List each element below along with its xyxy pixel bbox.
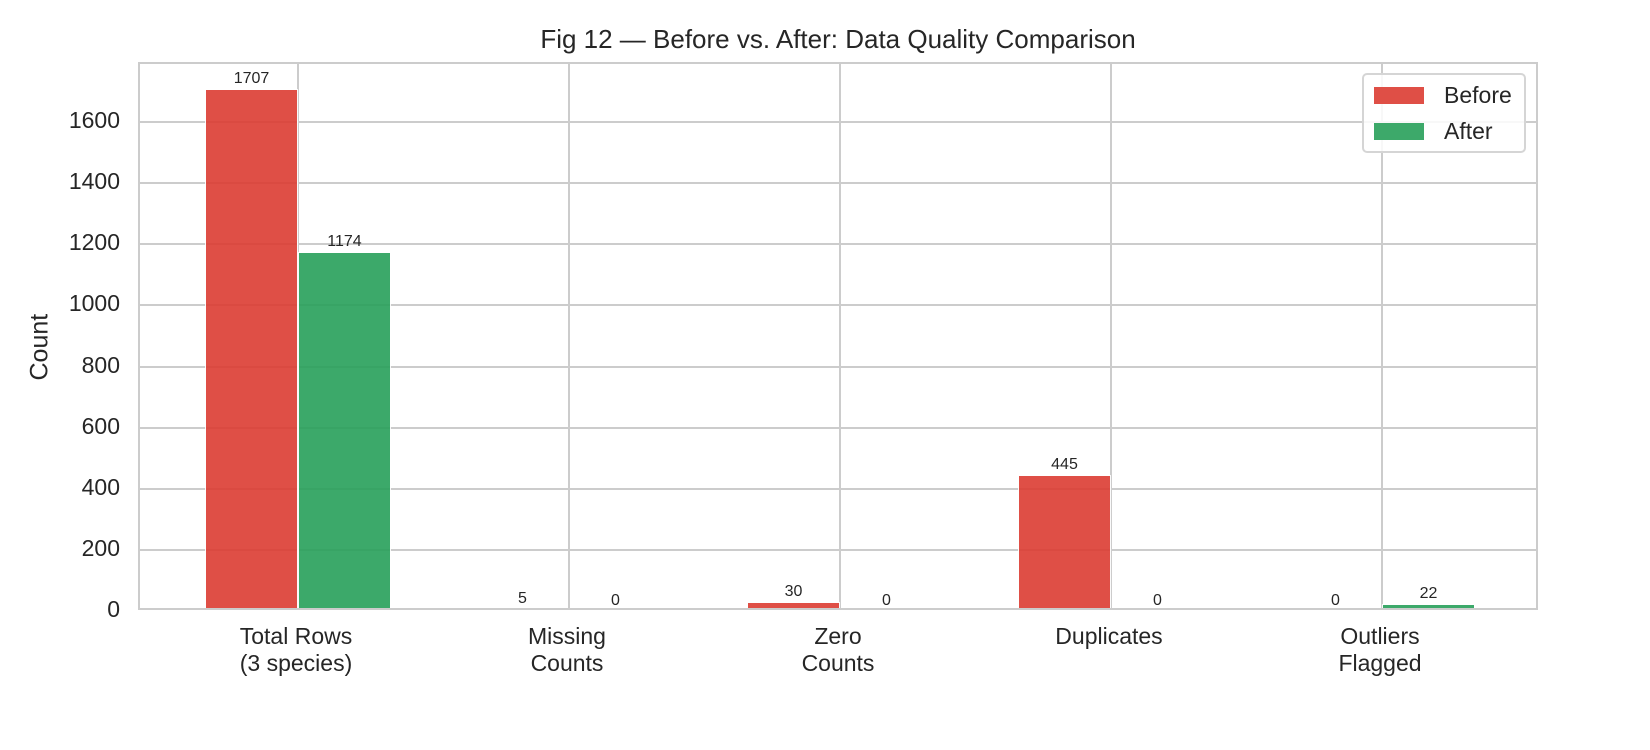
x-tick-label: Zero Counts	[801, 623, 875, 676]
y-tick-label: 1000	[68, 290, 120, 317]
gridline-horizontal	[140, 121, 1536, 123]
bar-value-label: 22	[1419, 585, 1438, 603]
bar-value-label: 30	[784, 582, 803, 600]
bar-value-label: 0	[1331, 592, 1340, 609]
gridline-horizontal	[140, 548, 1536, 551]
x-tick-label: Missing Counts	[528, 623, 606, 676]
y-tick-label: 1200	[68, 229, 120, 256]
bar-before	[476, 609, 569, 610]
plot-area: 1707 5 30 445 0 1174 0 0 0 22	[138, 62, 1538, 610]
y-tick-label: 1600	[68, 107, 120, 133]
bar-value-label: 1707	[233, 70, 270, 88]
bar-value-label: 0	[611, 592, 620, 609]
gridline-horizontal	[140, 182, 1536, 185]
gridline-vertical	[568, 64, 570, 608]
gridline-horizontal	[140, 243, 1536, 246]
legend-swatch	[1374, 122, 1424, 140]
y-tick-label: 1400	[68, 168, 120, 195]
bar-before	[205, 89, 298, 608]
bar-value-label: 0	[1153, 592, 1162, 609]
y-tick-label: 800	[81, 351, 120, 378]
x-tick-label: Outliers Flagged	[1338, 623, 1422, 676]
gridline-vertical	[1110, 64, 1112, 608]
legend-item-before: Before	[1374, 81, 1512, 108]
bar-value-label: 5	[518, 590, 527, 608]
x-tick-label: Duplicates	[1055, 623, 1163, 649]
x-tick-label: Total Rows (3 species)	[239, 623, 353, 676]
y-tick-label: 400	[81, 473, 120, 500]
gridline-horizontal	[140, 487, 1536, 490]
bar-value-label: 0	[882, 592, 891, 609]
legend-swatch	[1374, 86, 1424, 104]
legend-label: After	[1444, 117, 1493, 144]
y-tick-label: 600	[81, 412, 120, 439]
gridline-vertical	[839, 64, 841, 608]
chart-title: Fig 12 — Before vs. After: Data Quality …	[540, 24, 1136, 54]
gridline-vertical	[1381, 64, 1383, 608]
bar-before	[747, 601, 840, 608]
gridline-horizontal	[140, 304, 1536, 307]
bar-after	[1382, 604, 1475, 608]
legend: Before After	[1362, 73, 1526, 153]
legend-item-after: After	[1374, 117, 1493, 144]
gridline-horizontal	[140, 365, 1536, 368]
bar-after	[298, 252, 391, 608]
y-tick-label: 0	[107, 596, 120, 622]
bar-value-label: 1174	[327, 233, 362, 251]
bar-value-label: 445	[1051, 455, 1078, 473]
gridline-horizontal	[140, 426, 1536, 429]
y-tick-label: 200	[81, 534, 120, 561]
legend-label: Before	[1444, 81, 1512, 108]
bar-before	[1018, 474, 1111, 608]
